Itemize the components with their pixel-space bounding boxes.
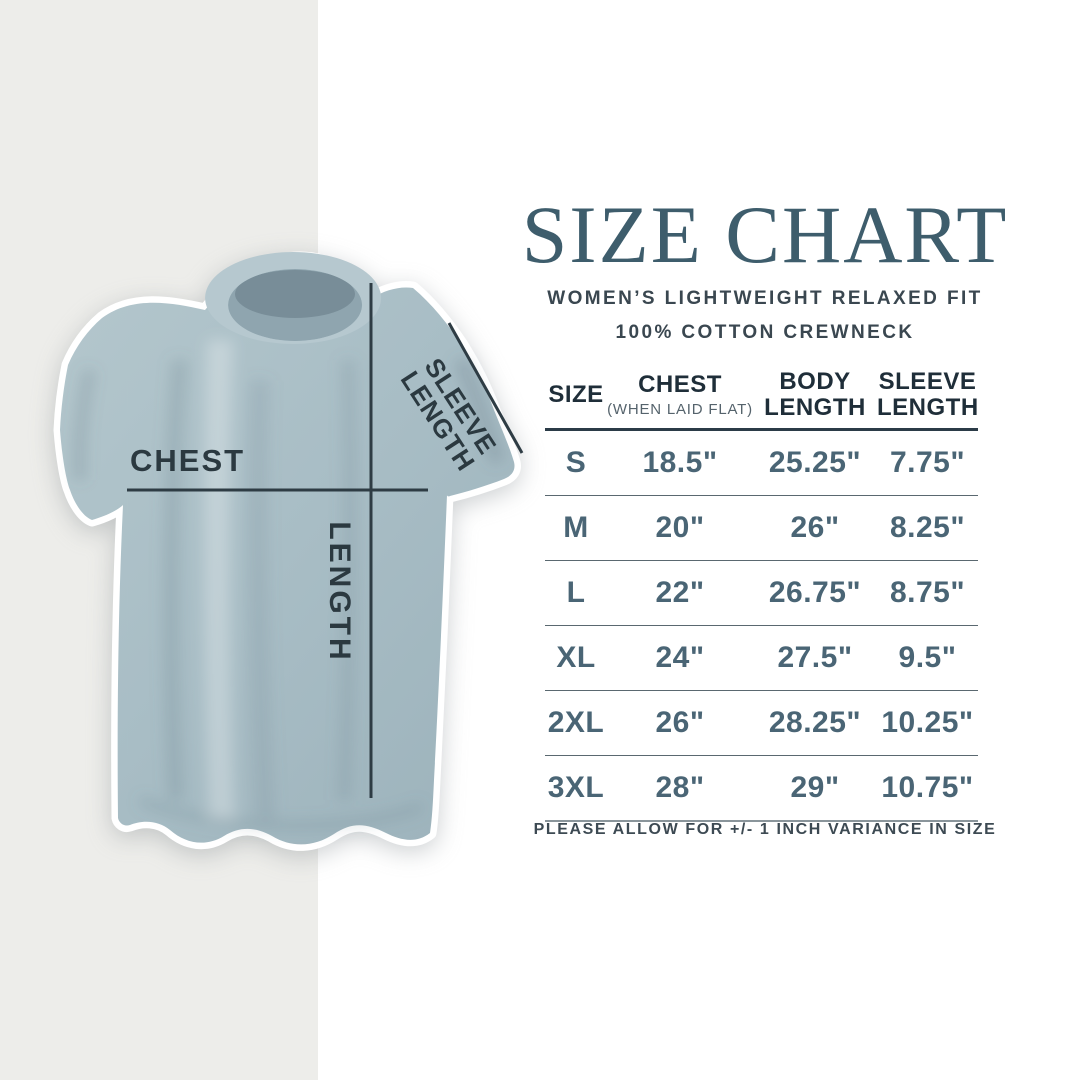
size-value: S — [565, 446, 587, 479]
size-value: 3XL — [547, 771, 605, 804]
tshirt-image — [53, 251, 524, 851]
sleeve-length-value: 7.75" — [889, 446, 966, 479]
sleeve-length-value: 10.25" — [881, 706, 974, 739]
collar-inner-shadow — [235, 270, 355, 318]
body-length-value: 26.75" — [768, 576, 862, 609]
size-value: M — [563, 511, 589, 544]
size-table: SIZE CHEST (WHEN LAID FLAT) BODY LENGTH … — [545, 362, 978, 822]
column-header-sleeve-length: SLEEVE LENGTH — [877, 368, 979, 421]
length-measure-label: LENGTH — [323, 521, 356, 663]
column-header-chest-note: (WHEN LAID FLAT) — [607, 401, 753, 418]
size-value: XL — [556, 641, 596, 674]
sleeve-length-value: 10.75" — [881, 771, 974, 804]
table-row-2xl: 2XL 26" 28.25" 10.25" — [545, 691, 978, 756]
collar-band — [205, 252, 382, 344]
fabric-folds — [73, 339, 505, 831]
table-row-s: S 18.5" 25.25" 7.75" — [545, 431, 978, 496]
chest-value: 18.5" — [642, 446, 718, 479]
chest-measure-label: CHEST — [130, 443, 246, 478]
body-length-value: 25.25" — [768, 446, 862, 479]
size-value: 2XL — [547, 706, 605, 739]
table-row-xl: XL 24" 27.5" 9.5" — [545, 626, 978, 691]
size-value: L — [566, 576, 586, 609]
page-title: SIZE CHART — [521, 189, 1009, 280]
chest-value: 20" — [655, 511, 705, 544]
sleeve-length-value: 8.25" — [889, 511, 966, 544]
body-length-value: 26" — [790, 511, 840, 544]
table-row-3xl: 3XL 28" 29" 10.75" — [545, 756, 978, 822]
column-header-chest-label: CHEST — [638, 371, 722, 398]
subtitle-material: 100% COTTON CREWNECK — [615, 322, 915, 343]
body-length-value: 27.5" — [777, 641, 853, 674]
body-length-value: 28.25" — [768, 706, 862, 739]
column-header-size: SIZE — [548, 381, 604, 408]
variance-footnote: PLEASE ALLOW FOR +/- 1 INCH VARIANCE IN … — [533, 821, 997, 838]
subtitle-fit: WOMEN’S LIGHTWEIGHT RELAXED FIT — [547, 288, 983, 309]
chest-value: 24" — [655, 641, 705, 674]
chest-value: 22" — [655, 576, 705, 609]
column-header-body-length: BODY LENGTH — [764, 368, 866, 421]
chest-value: 28" — [655, 771, 705, 804]
tshirt-body — [53, 251, 521, 851]
column-header-chest: CHEST (WHEN LAID FLAT) — [607, 371, 753, 419]
sleeve-length-value: 8.75" — [889, 576, 966, 609]
table-row-l: L 22" 26.75" 8.75" — [545, 561, 978, 626]
sleeve-measure-line — [447, 322, 524, 454]
body-length-value: 29" — [790, 771, 840, 804]
table-row-m: M 20" 26" 8.25" — [545, 496, 978, 561]
chest-value: 26" — [655, 706, 705, 739]
collar-opening — [228, 269, 362, 341]
sleeve-length-value: 9.5" — [898, 641, 957, 674]
size-table-header-row: SIZE CHEST (WHEN LAID FLAT) BODY LENGTH … — [545, 362, 978, 431]
